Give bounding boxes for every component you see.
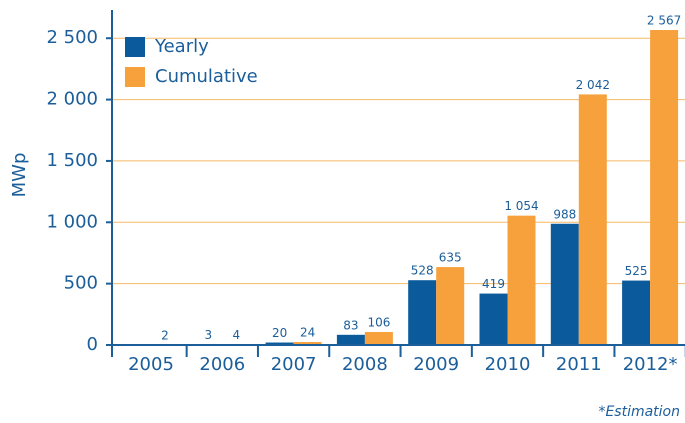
y-tick-label: 500 xyxy=(64,273,98,294)
x-tick-label: 2010 xyxy=(485,354,531,375)
bar xyxy=(436,267,465,345)
value-label: 106 xyxy=(367,315,390,329)
x-tick-label: 2005 xyxy=(128,354,174,375)
value-label: 2 567 xyxy=(647,14,681,28)
y-tick-label: 2 500 xyxy=(46,27,98,48)
footnote: *Estimation xyxy=(598,404,680,420)
y-tick-label: 1 000 xyxy=(46,211,98,232)
value-label: 635 xyxy=(439,251,462,265)
legend-label: Cumulative xyxy=(155,66,258,87)
value-label: 1 054 xyxy=(504,199,538,213)
value-label: 83 xyxy=(343,318,358,332)
legend-label: Yearly xyxy=(154,36,209,57)
value-label: 525 xyxy=(625,264,648,278)
bar xyxy=(507,215,536,345)
value-label: 4 xyxy=(232,328,240,342)
bar xyxy=(265,342,294,345)
value-label: 2 xyxy=(161,328,169,342)
value-label: 419 xyxy=(482,277,505,291)
bar xyxy=(479,293,508,345)
bar xyxy=(578,94,607,345)
bar xyxy=(550,223,579,345)
x-tick-label: 2011 xyxy=(556,354,602,375)
x-tick-label: 2009 xyxy=(413,354,459,375)
bar xyxy=(408,280,437,345)
legend-swatch xyxy=(125,37,145,57)
value-label: 3 xyxy=(204,328,212,342)
bar xyxy=(650,30,679,345)
y-axis-label: MWp xyxy=(9,153,30,198)
value-label: 2 042 xyxy=(576,78,610,92)
bar xyxy=(293,342,322,345)
bar xyxy=(364,331,393,345)
value-label: 24 xyxy=(300,326,315,340)
y-tick-label: 2 000 xyxy=(46,89,98,110)
bar xyxy=(622,280,651,345)
x-tick-label: 2006 xyxy=(199,354,245,375)
bar xyxy=(336,334,365,345)
x-tick-label: 2007 xyxy=(271,354,317,375)
y-tick-label: 0 xyxy=(87,334,98,355)
value-label: 528 xyxy=(411,264,434,278)
y-tick-label: 1 500 xyxy=(46,150,98,171)
x-tick-label: 2008 xyxy=(342,354,388,375)
value-label: 988 xyxy=(553,207,576,221)
legend-swatch xyxy=(125,67,145,87)
value-label: 20 xyxy=(272,326,287,340)
x-tick-label: 2012* xyxy=(623,354,678,375)
